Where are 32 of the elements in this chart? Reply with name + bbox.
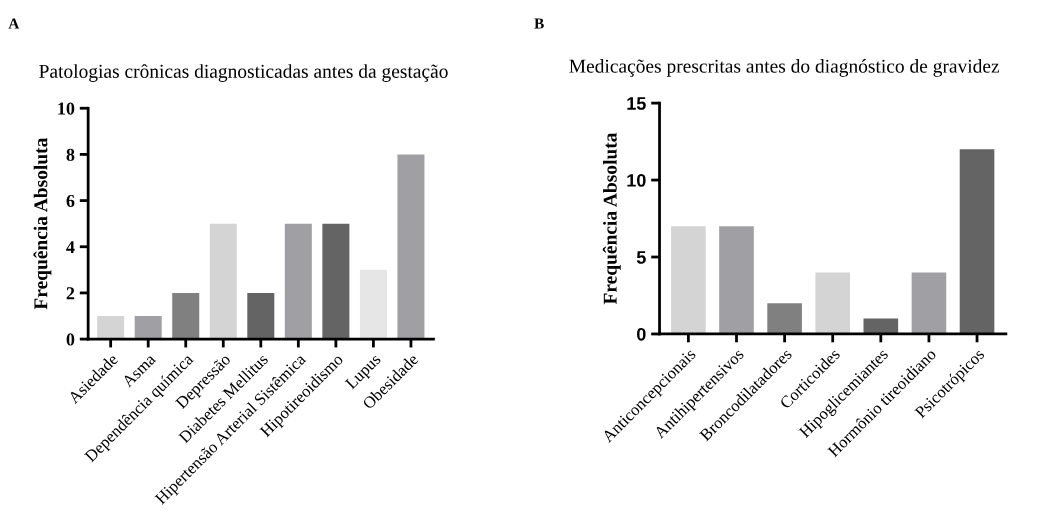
bar [172,292,200,340]
y-tick-label: 8 [66,148,75,161]
bar [959,149,995,334]
bar [359,269,387,340]
y-tick-label: 10 [58,102,75,115]
y-tick-label: 6 [66,194,75,208]
y-tick-label: 0 [637,327,646,341]
y-tick-label: 15 [627,97,646,110]
y-tick-label: 2 [66,287,75,300]
y-axis-title: Frequência Absoluta [33,137,52,310]
text: B [534,18,544,29]
bar [719,226,754,334]
y-tick-label: 5 [636,251,646,264]
bar [209,223,237,340]
bar [767,303,802,334]
bar [284,223,312,340]
bar [97,316,125,340]
chart-title: Medicações prescritas antes do diagnóstico de gravidez [569,59,1000,77]
bar [134,316,162,340]
chart-title: Patologias crônicas diagnosticadas antes da gestação [39,64,448,82]
bar [911,272,947,334]
y-tick-label: 4 [66,241,75,254]
text: A [8,18,20,29]
bar [247,292,275,340]
y-axis-title: Frequência Absoluta [602,132,621,305]
bar [322,223,350,340]
bar [397,154,425,340]
bar [671,226,706,334]
bar [815,272,851,334]
y-tick-label: 0 [66,333,75,346]
bar [863,318,899,334]
y-tick-label: 10 [627,174,646,187]
